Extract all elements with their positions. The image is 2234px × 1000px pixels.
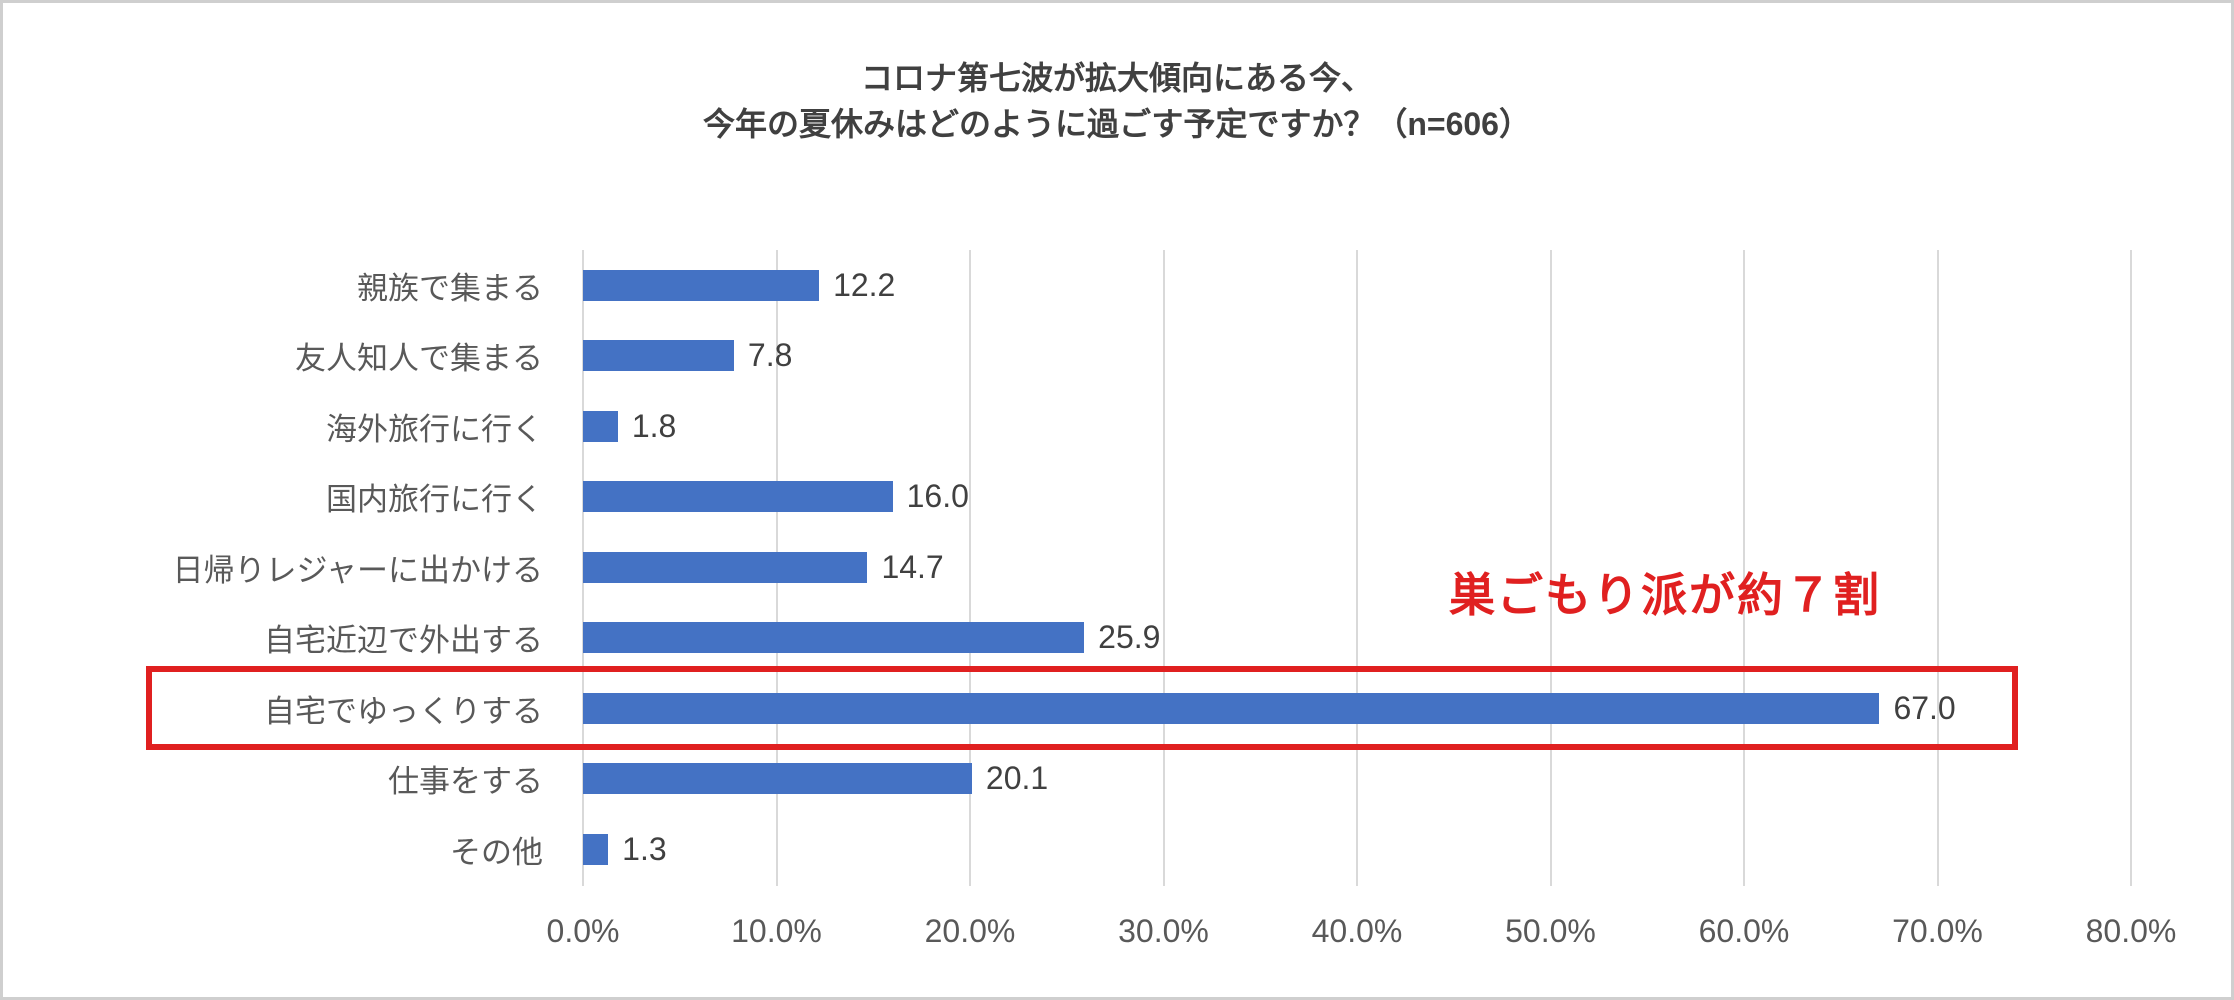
chart-row: 親族で集まる 12.2: [3, 250, 2234, 321]
chart-row: 国内旅行に行く 16.0: [3, 462, 2234, 533]
row-plot-area: 7.8: [583, 321, 2131, 392]
x-tick-label: 80.0%: [2085, 913, 2177, 949]
bar: [583, 622, 1085, 654]
bar: [583, 481, 893, 513]
value-label: 12.2: [833, 266, 896, 303]
value-label: 67.0: [1893, 689, 1956, 726]
chart-title-line2: 今年の夏休みはどのように過ごす予定ですか？（n=606）: [703, 106, 1531, 143]
gridline: [1743, 250, 1745, 886]
value-label: 7.8: [747, 337, 793, 374]
bar: [583, 692, 1880, 724]
chart-row: その他 1.3: [3, 814, 2234, 885]
x-tick-label: 20.0%: [924, 913, 1016, 949]
bar: [583, 340, 734, 372]
category-label: 親族で集まる: [357, 270, 543, 306]
category-label: 自宅でゆっくりする: [264, 693, 543, 729]
chart-row: 自宅でゆっくりする 67.0: [3, 673, 2234, 744]
chart-row: 日帰りレジャーに出かける 14.7: [3, 532, 2234, 603]
value-label: 20.1: [985, 760, 1049, 797]
value-label: 25.9: [1098, 619, 1161, 656]
bar: [583, 269, 820, 301]
chart-row: 仕事をする 20.1: [3, 744, 2234, 815]
gridline: [1162, 250, 1165, 886]
chart-title: コロナ第七波が拡大傾向にある今、 今年の夏休みはどのように過ごす予定ですか？（n…: [3, 55, 2231, 148]
chart-row: 海外旅行に行く 1.8: [3, 391, 2234, 462]
value-label: 1.8: [631, 407, 677, 444]
row-plot-area: 67.0: [583, 673, 2131, 744]
annotation-text: 巣ごもり派が約７割: [1449, 569, 1881, 621]
gridline: [1356, 250, 1358, 886]
bar-rows: 親族で集まる 12.2 友人知人で集まる 7.8 海外旅行に行く 1.8 国内旅行に行く 16…: [3, 250, 2234, 885]
value-label: 16.0: [906, 478, 969, 515]
category-label: 国内旅行に行く: [326, 482, 543, 518]
x-tick-label: 60.0%: [1698, 913, 1790, 949]
chart-row: 友人知人で集まる 7.8: [3, 321, 2234, 392]
x-tick-label: 10.0%: [731, 913, 822, 949]
gridline: [2130, 250, 2132, 886]
x-tick-label: 0.0%: [546, 913, 620, 949]
bar: [583, 410, 618, 442]
category-label: その他: [450, 834, 543, 870]
bar: [583, 551, 868, 583]
row-plot-area: 12.2: [583, 250, 2131, 321]
bar: [583, 763, 972, 795]
row-plot-area: 16.0: [583, 462, 2131, 533]
x-tick-label: 30.0%: [1118, 913, 1209, 949]
chart-row: 自宅近辺で外出する 25.9: [3, 603, 2234, 674]
value-label: 14.7: [881, 548, 944, 585]
category-label: 友人知人で集まる: [295, 341, 543, 377]
row-plot-area: 25.9: [583, 603, 2131, 674]
gridline: [1549, 250, 1552, 886]
gridline: [969, 250, 971, 886]
highlight-box: [146, 666, 2018, 751]
category-label: 海外旅行に行く: [326, 411, 543, 447]
x-tick-label: 50.0%: [1505, 913, 1596, 949]
row-plot-area: 1.3: [583, 814, 2131, 885]
category-label: 日帰りレジャーに出かける: [172, 552, 543, 588]
chart-title-line1: コロナ第七波が拡大傾向にある今、: [860, 60, 1373, 96]
row-plot-area: 1.8: [583, 391, 2131, 462]
x-tick-label: 40.0%: [1311, 913, 1403, 949]
value-label: 1.3: [622, 830, 667, 867]
category-label: 自宅近辺で外出する: [264, 623, 543, 659]
row-plot-area: 20.1: [583, 744, 2131, 815]
category-label: 仕事をする: [388, 764, 543, 800]
gridline: [1936, 250, 1939, 886]
row-plot-area: 14.7: [583, 532, 2131, 603]
x-tick-label: 70.0%: [1892, 913, 1983, 949]
bar: [583, 833, 609, 865]
